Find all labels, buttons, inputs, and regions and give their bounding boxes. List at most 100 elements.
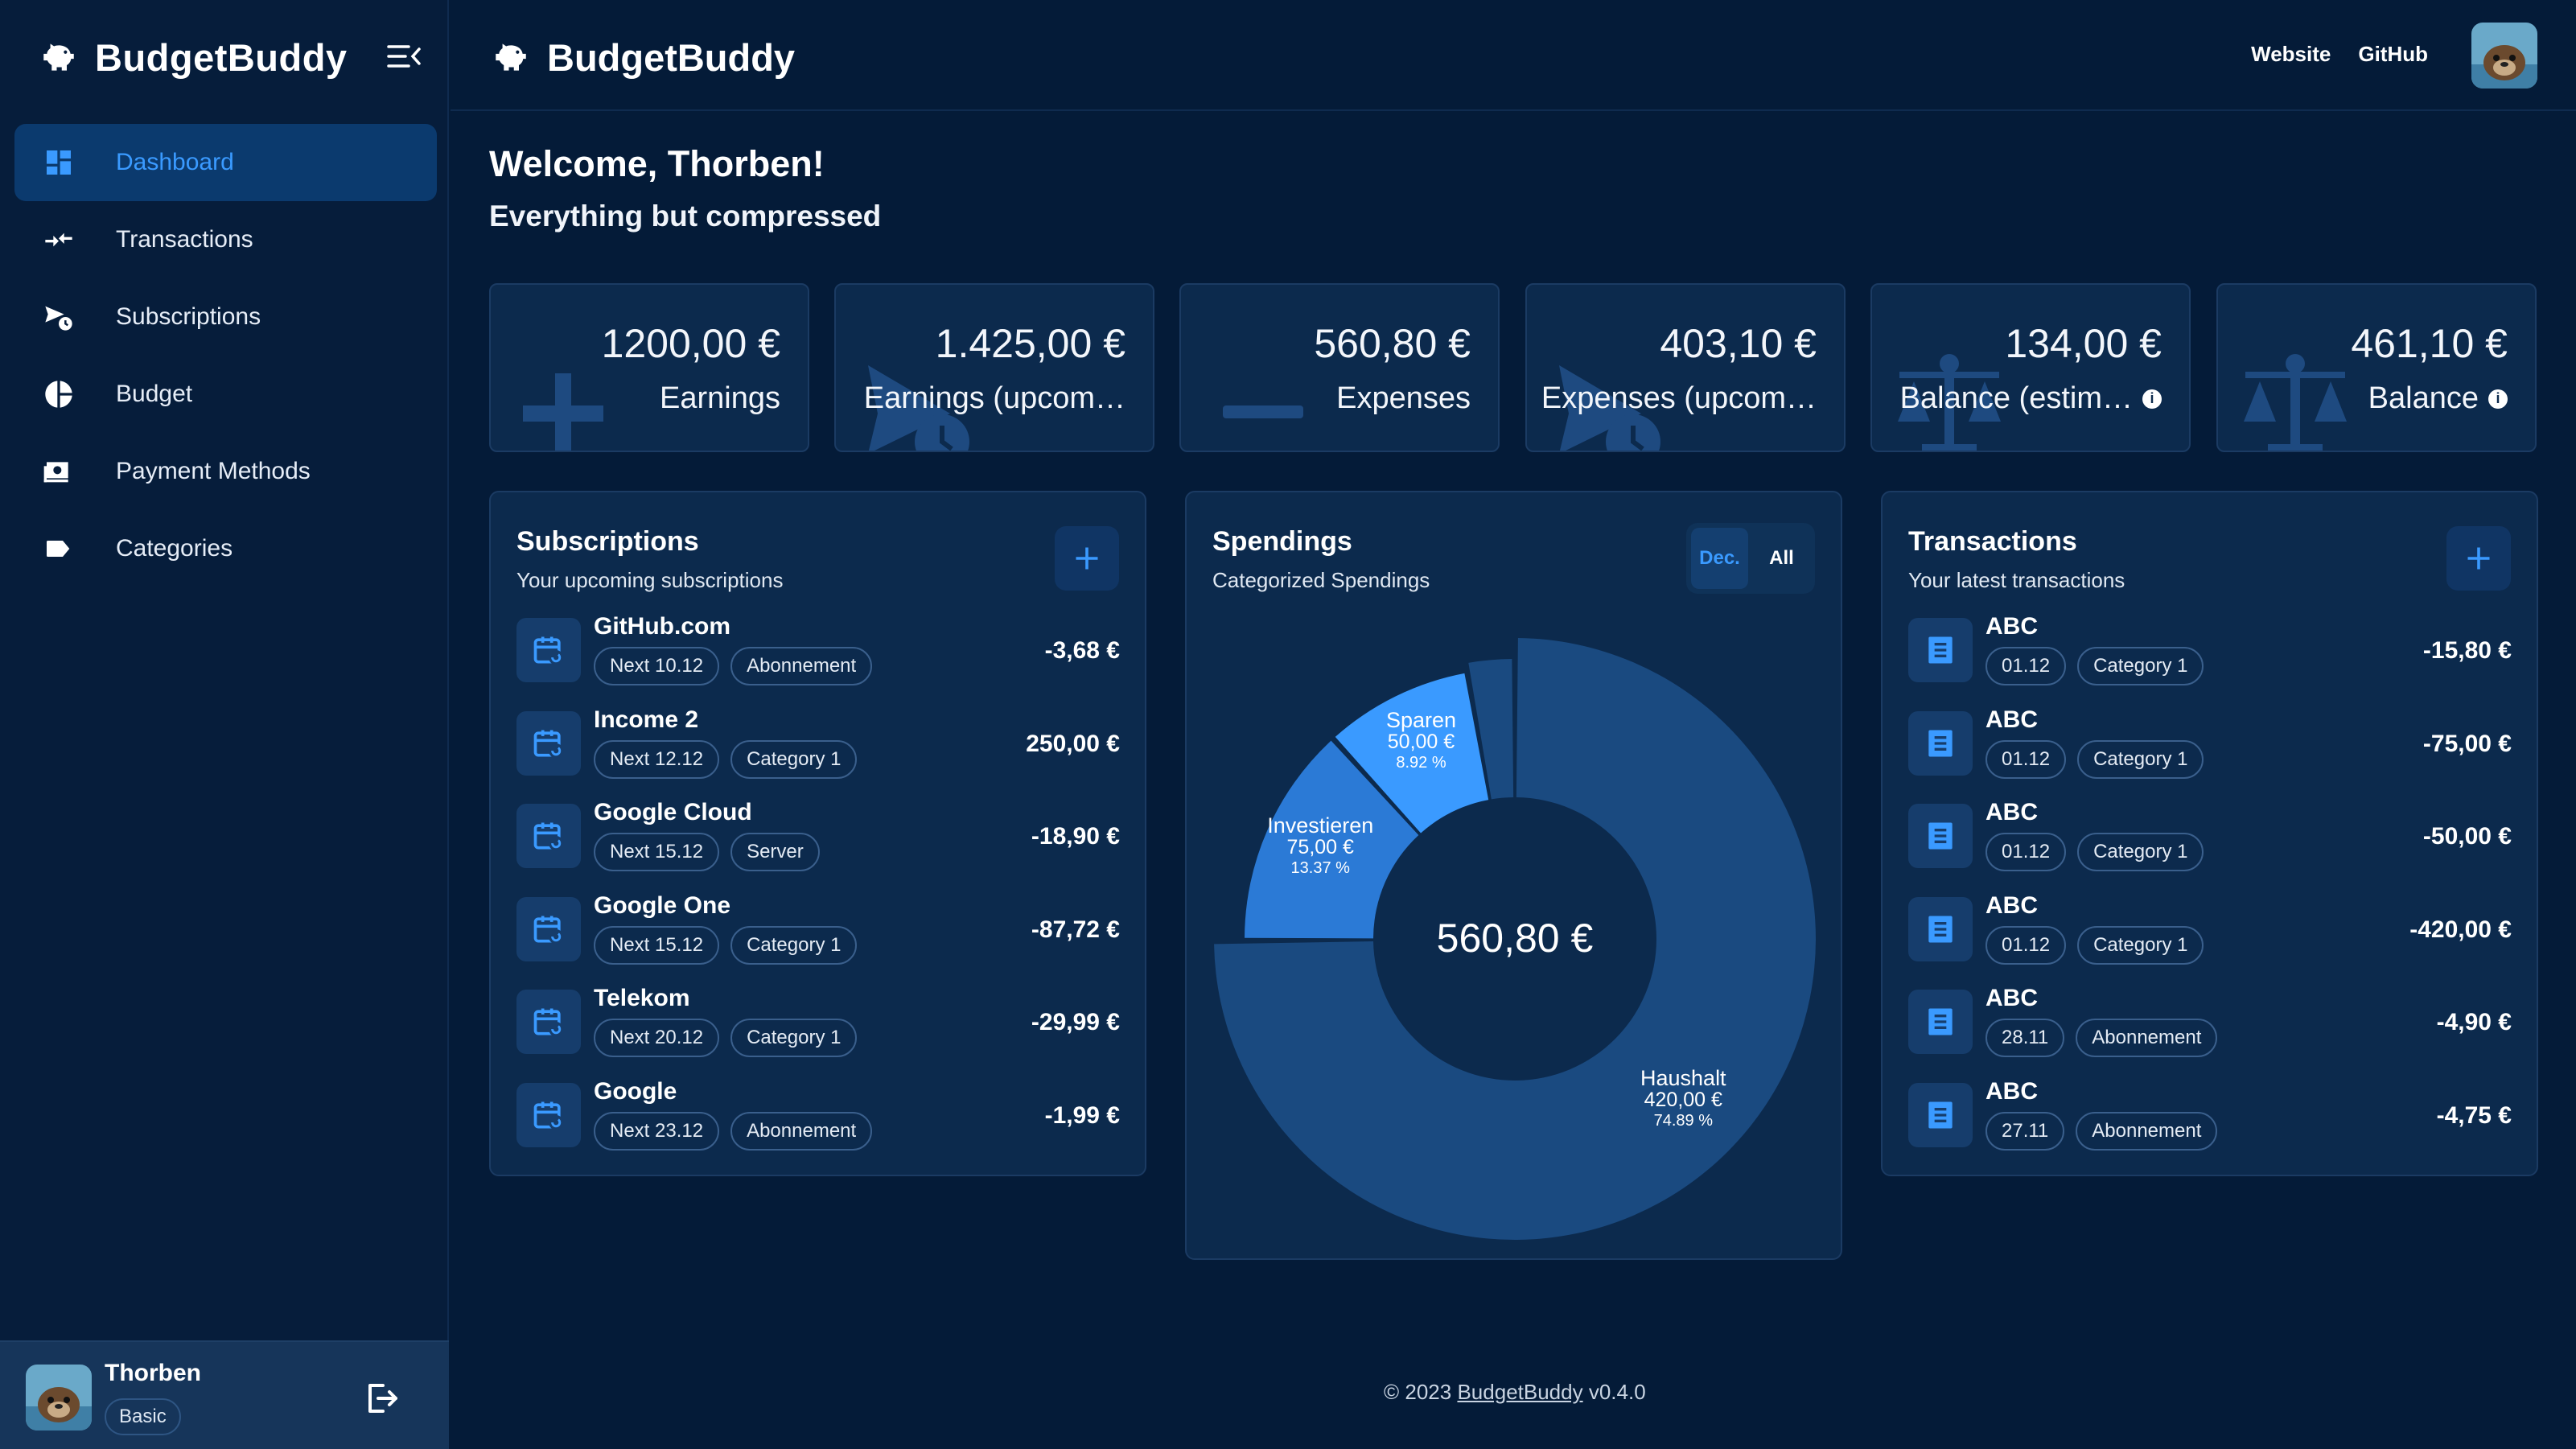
subscription-clock-icon	[42, 300, 76, 334]
sidebar-item-payment-methods[interactable]: Payment Methods	[14, 433, 437, 510]
donut-slice[interactable]	[1335, 673, 1489, 834]
subscription-row[interactable]: Google Next 23.12 Abonnement -1,99 €	[516, 1078, 1120, 1155]
stat-label: Balance i	[2368, 381, 2508, 416]
category-chip: Abonnement	[2076, 1111, 2218, 1151]
sidebar-item-categories[interactable]: Categories	[14, 510, 437, 587]
add-transaction-button[interactable]	[2446, 526, 2511, 591]
subscription-row[interactable]: Income 2 Next 12.12 Category 1 250,00 €	[516, 706, 1120, 784]
stat-label: Balance (estim… i	[1900, 381, 2162, 416]
donut-slice[interactable]	[1245, 740, 1419, 939]
period-toggle: Dec. All	[1686, 523, 1815, 594]
transaction-name: ABC	[1985, 706, 2038, 733]
transfer-arrows-icon	[42, 223, 76, 257]
info-icon[interactable]: i	[2142, 389, 2162, 409]
transaction-row[interactable]: ABC 27.11 Abonnement -4,75 €	[1908, 1078, 2512, 1155]
top-links: Website GitHub	[2251, 42, 2428, 67]
sidebar-item-transactions[interactable]: Transactions	[14, 201, 437, 278]
app-name: BudgetBuddy	[95, 35, 348, 79]
donut-slice[interactable]	[1468, 659, 1514, 800]
next-date-chip: Next 23.12	[594, 1111, 720, 1151]
receipt-icon	[1908, 618, 1973, 682]
calendar-repeat-icon	[516, 710, 581, 776]
header-avatar[interactable]	[2471, 23, 2537, 89]
label-icon	[42, 532, 76, 566]
stat-card-expenses-upcoming: 403,10 € Expenses (upcom…	[1525, 283, 1846, 452]
spendings-panel: Spendings Categorized Spendings Dec. All…	[1185, 491, 1842, 1260]
receipt-icon	[1908, 710, 1973, 776]
footer-link[interactable]: BudgetBuddy	[1457, 1380, 1583, 1404]
subscription-name: Income 2	[594, 706, 699, 733]
sidebar-item-label: Categories	[116, 535, 233, 562]
next-date-chip: Next 12.12	[594, 739, 720, 779]
sidebar-item-label: Budget	[116, 381, 193, 407]
add-subscription-button[interactable]	[1055, 526, 1119, 591]
header-brand[interactable]: BudgetBuddy	[491, 27, 795, 87]
stat-label-text: Balance (estim…	[1899, 381, 2133, 415]
receipt-icon	[1908, 804, 1973, 868]
slice-percent: 74.89 %	[1654, 1112, 1714, 1130]
slice-percent: 13.37 %	[1291, 859, 1351, 877]
subscription-amount: -29,99 €	[1031, 1009, 1120, 1035]
send-clock-icon	[1559, 365, 1660, 451]
stat-label: Earnings (upcom…	[864, 381, 1125, 416]
slice-value: 420,00 €	[1644, 1089, 1722, 1111]
next-date-chip: Next 15.12	[594, 833, 720, 871]
website-link[interactable]: Website	[2251, 42, 2331, 66]
transaction-row[interactable]: ABC 01.12 Category 1 -15,80 €	[1908, 613, 2512, 690]
transaction-row[interactable]: ABC 01.12 Category 1 -75,00 €	[1908, 706, 2512, 784]
sidebar-item-label: Payment Methods	[116, 458, 311, 484]
scale-icon	[2244, 354, 2347, 451]
stat-label-text: Expenses (upcom…	[1541, 381, 1817, 415]
stat-value: 134,00 €	[2005, 321, 2162, 366]
footer-copyright: © 2023	[1384, 1380, 1452, 1404]
footer-version: v0.4.0	[1588, 1380, 1646, 1404]
page-title: Welcome, Thorben!	[489, 143, 825, 184]
subscription-name: Telekom	[594, 985, 690, 1011]
category-chip: Category 1	[2077, 925, 2204, 965]
slice-value: 50,00 €	[1388, 731, 1455, 753]
category-chip: Server	[730, 833, 820, 871]
date-chip: 01.12	[1985, 647, 2067, 685]
plan-badge: Basic	[105, 1398, 181, 1435]
subscription-row[interactable]: Google Cloud Next 15.12 Server -18,90 €	[516, 799, 1120, 876]
piggy-bank-icon	[496, 43, 526, 71]
stat-value: 1200,00 €	[601, 321, 780, 366]
menu-collapse-icon[interactable]	[386, 42, 422, 71]
transaction-row[interactable]: ABC 28.11 Abonnement -4,90 €	[1908, 985, 2512, 1062]
slice-label: Haushalt	[1640, 1066, 1726, 1090]
user-name: Thorben	[105, 1360, 201, 1386]
sidebar-item-budget[interactable]: Budget	[14, 356, 437, 433]
pie-icon	[42, 377, 76, 411]
subscription-name: Google	[594, 1077, 677, 1105]
slice-percent: 8.92 %	[1396, 754, 1446, 772]
subscription-row[interactable]: GitHub.com Next 10.12 Abonnement -3,68 €	[516, 613, 1120, 690]
stat-card-balance: 461,10 € Balance i	[2216, 283, 2537, 452]
toggle-december[interactable]: Dec.	[1691, 528, 1748, 589]
transaction-row[interactable]: ABC 01.12 Category 1 -420,00 €	[1908, 892, 2512, 969]
category-chip: Category 1	[2077, 647, 2204, 685]
avatar[interactable]	[26, 1365, 92, 1430]
toggle-all[interactable]: All	[1769, 547, 1794, 569]
stat-label-text: Balance	[2368, 381, 2479, 415]
github-link[interactable]: GitHub	[2358, 42, 2428, 66]
dashboard-icon	[42, 146, 76, 179]
transactions-panel: Transactions Your latest transactions AB…	[1881, 491, 2538, 1176]
sidebar-nav: Dashboard Transactions Subscriptions Bud…	[14, 124, 437, 587]
plus-icon	[1076, 547, 1098, 570]
sidebar-brand[interactable]: BudgetBuddy	[39, 27, 348, 87]
next-date-chip: Next 20.12	[594, 1019, 720, 1057]
transaction-row[interactable]: ABC 01.12 Category 1 -50,00 €	[1908, 799, 2512, 876]
sidebar-item-label: Dashboard	[116, 149, 234, 175]
info-icon[interactable]: i	[2488, 389, 2508, 409]
sidebar-item-dashboard[interactable]: Dashboard	[14, 124, 437, 201]
stats-row: 1200,00 € Earnings 1.425,00 € Earnings (…	[489, 283, 2537, 452]
transaction-name: ABC	[1985, 1077, 2038, 1105]
logout-icon[interactable]	[362, 1379, 401, 1418]
donut-slice[interactable]	[1214, 638, 1816, 1240]
scale-icon	[1898, 354, 2001, 451]
subscription-row[interactable]: Google One Next 15.12 Category 1 -87,72 €	[516, 892, 1120, 969]
transaction-amount: -75,00 €	[2422, 730, 2512, 757]
subscription-row[interactable]: Telekom Next 20.12 Category 1 -29,99 €	[516, 985, 1120, 1062]
sidebar-item-subscriptions[interactable]: Subscriptions	[14, 278, 437, 356]
category-chip: Abonnement	[730, 647, 873, 685]
